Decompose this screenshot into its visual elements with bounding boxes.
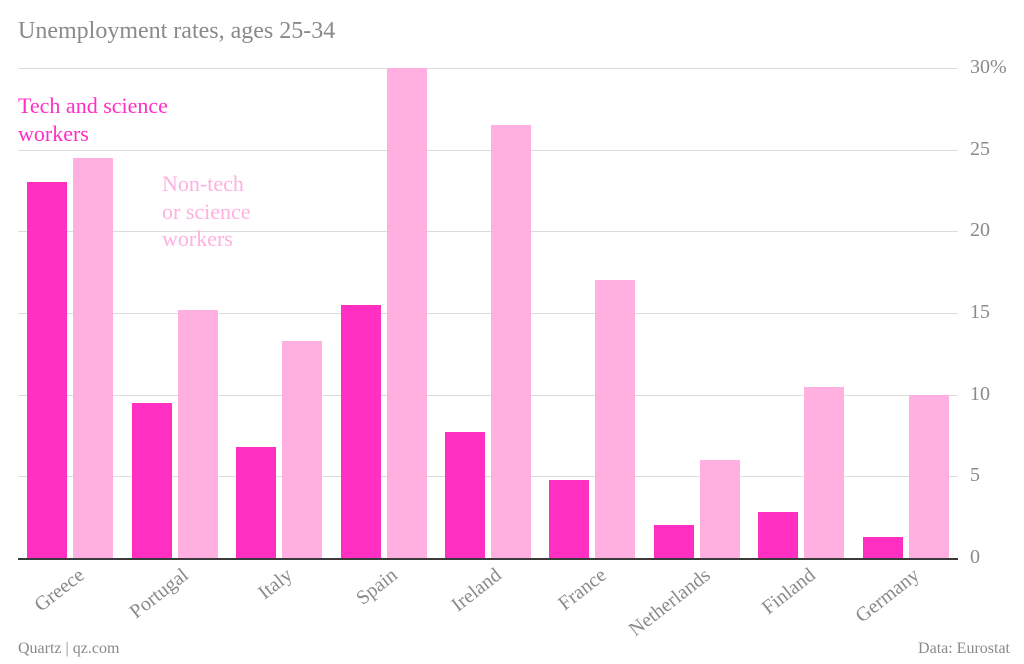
chart-title: Unemployment rates, ages 25-34 [18, 18, 335, 45]
legend-nontech: Non-techor scienceworkers [162, 170, 251, 253]
bar-tech [27, 182, 67, 558]
bar-nontech [387, 68, 427, 558]
bar-tech [236, 447, 276, 558]
y-tick-label: 5 [970, 464, 980, 487]
grid-line [18, 313, 958, 314]
legend-line: Tech and science [18, 92, 168, 120]
y-tick-label: 10 [970, 383, 990, 406]
bar-nontech [491, 125, 531, 558]
bar-nontech [282, 341, 322, 558]
grid-line [18, 68, 958, 69]
y-tick-label: 25 [970, 138, 990, 161]
bar-nontech [804, 387, 844, 559]
chart-container: Unemployment rates, ages 25-34 0 5 10 15 20 2… [0, 0, 1024, 664]
bar-nontech [595, 280, 635, 558]
legend-tech: Tech and scienceworkers [18, 92, 168, 147]
footer-source-right: Data: Eurostat [918, 640, 1010, 658]
y-tick-label: 30% [970, 56, 1007, 79]
bar-tech [132, 403, 172, 558]
legend-line: or science [162, 198, 251, 226]
legend-line: workers [18, 120, 168, 148]
legend-line: workers [162, 225, 251, 253]
bar-tech [341, 305, 381, 558]
bar-tech [654, 525, 694, 558]
bar-nontech [178, 310, 218, 558]
y-tick-label: 15 [970, 301, 990, 324]
y-tick-label: 20 [970, 219, 990, 242]
bar-nontech [73, 158, 113, 558]
bar-tech [863, 537, 903, 558]
bar-tech [758, 512, 798, 558]
bar-tech [445, 432, 485, 558]
y-tick-label: 0 [970, 546, 980, 569]
grid-line [18, 150, 958, 151]
bar-tech [549, 480, 589, 558]
baseline [18, 558, 958, 560]
legend-line: Non-tech [162, 170, 251, 198]
bar-nontech [909, 395, 949, 558]
bar-nontech [700, 460, 740, 558]
grid-line [18, 231, 958, 232]
footer-source-left: Quartz | qz.com [18, 640, 119, 658]
